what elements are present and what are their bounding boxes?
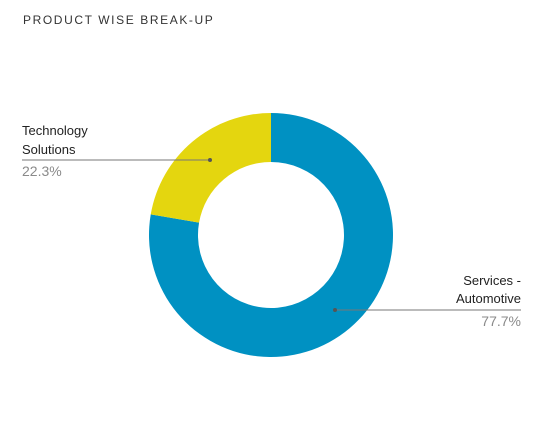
leader-dot-services-automotive <box>333 308 337 312</box>
leader-dot-technology-solutions <box>208 158 212 162</box>
label-technology-solutions-line-1: Technology <box>22 123 88 138</box>
label-technology-solutions-line-2: Solutions <box>22 142 76 157</box>
label-services-automotive-line-1: Services - <box>463 273 521 288</box>
chart-title: PRODUCT WISE BREAK-UP <box>23 13 215 27</box>
label-services-automotive-line-2: Automotive <box>456 291 521 306</box>
slice-technology-solutions <box>150 113 271 223</box>
slice-services-automotive <box>149 113 393 357</box>
data-label-technology-solutions: 22.3% <box>22 163 62 179</box>
data-label-services-automotive: 77.7% <box>481 313 521 329</box>
